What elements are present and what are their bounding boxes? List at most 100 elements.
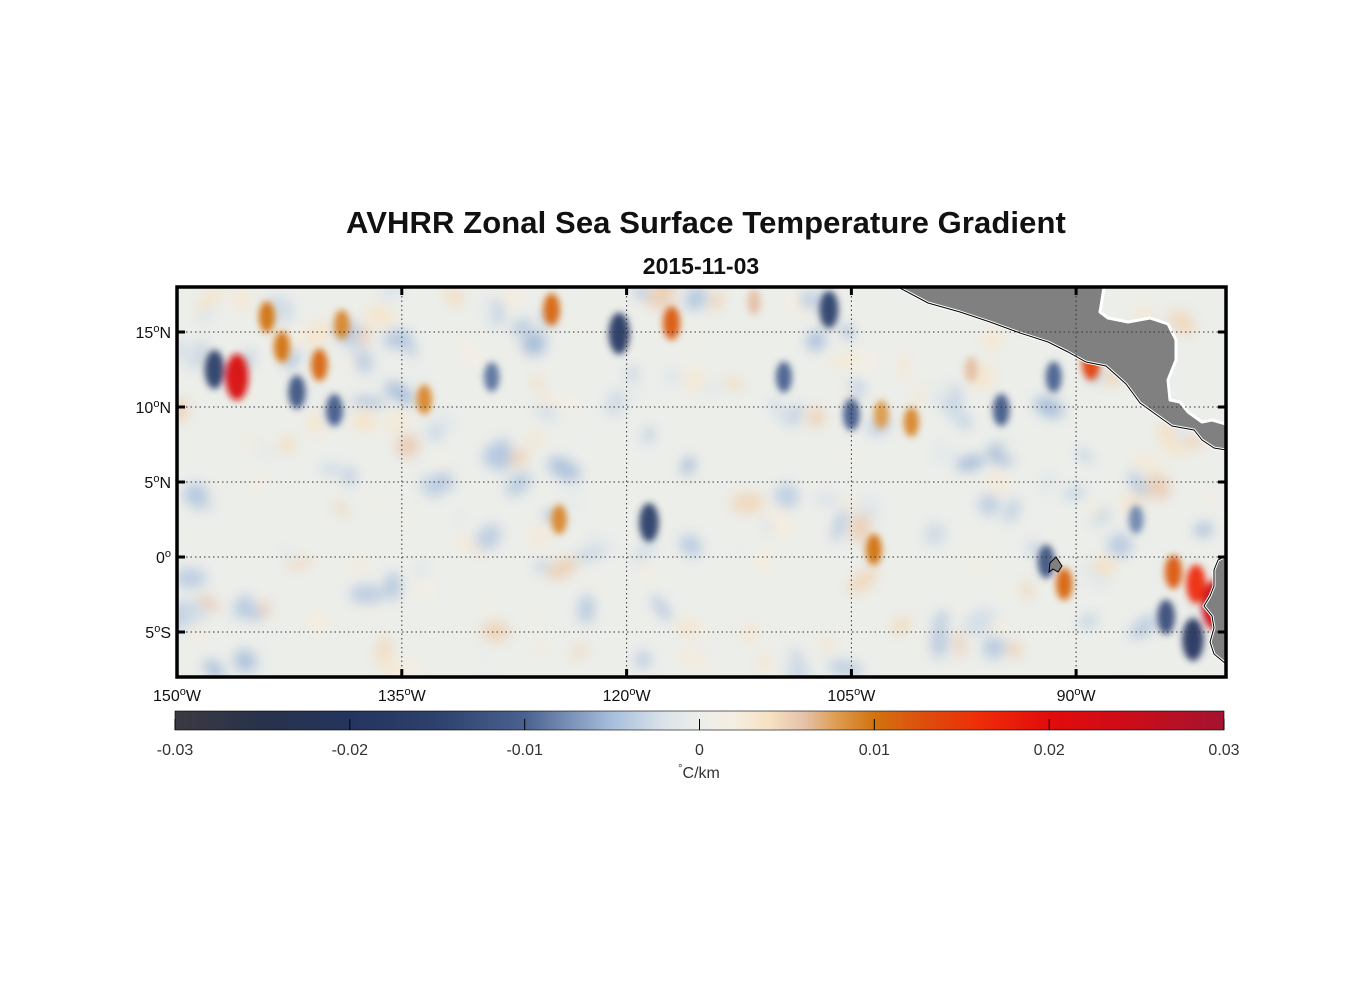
texture-blob bbox=[847, 568, 878, 595]
texture-blob bbox=[323, 474, 342, 487]
texture-blob bbox=[990, 617, 1005, 636]
orange-anomaly bbox=[258, 301, 275, 333]
blue-anomaly bbox=[639, 503, 659, 542]
texture-blob bbox=[981, 329, 1004, 351]
texture-blob bbox=[1027, 542, 1040, 554]
texture-blob bbox=[684, 287, 708, 311]
texture-blob bbox=[572, 313, 588, 329]
texture-blob bbox=[955, 629, 965, 659]
texture-blob bbox=[923, 522, 946, 546]
texture-blob bbox=[768, 398, 793, 426]
orange-anomaly bbox=[903, 407, 919, 437]
texture-blob bbox=[1075, 448, 1094, 463]
blue-anomaly bbox=[1157, 599, 1175, 635]
texture-blob bbox=[198, 594, 220, 612]
texture-blob bbox=[177, 398, 189, 422]
deg-direction: W bbox=[411, 688, 427, 705]
texture-blob bbox=[966, 547, 996, 577]
central-america-coast bbox=[897, 287, 1226, 451]
deg-value: 135 bbox=[378, 688, 405, 705]
texture-blob bbox=[709, 290, 724, 311]
texture-blob bbox=[1146, 537, 1155, 551]
texture-blob bbox=[978, 494, 1000, 516]
texture-blob bbox=[1003, 498, 1021, 523]
texture-blob bbox=[354, 349, 374, 374]
texture-blob bbox=[630, 538, 658, 564]
texture-blob bbox=[1020, 497, 1054, 523]
texture-blob bbox=[535, 403, 559, 421]
texture-blob bbox=[774, 483, 799, 510]
orange-anomaly bbox=[1055, 567, 1073, 601]
texture-blob bbox=[891, 616, 912, 635]
deg-value: 15 bbox=[136, 325, 154, 342]
texture-blob bbox=[447, 471, 466, 484]
texture-blob bbox=[982, 636, 1006, 659]
texture-blob bbox=[723, 377, 746, 390]
texture-blob bbox=[455, 534, 484, 558]
texture-blob bbox=[1194, 523, 1213, 537]
orange-anomaly bbox=[865, 534, 882, 565]
texture-blob bbox=[279, 549, 295, 561]
texture-blob bbox=[756, 544, 773, 575]
texture-blob bbox=[444, 287, 465, 306]
texture-blob bbox=[841, 496, 856, 510]
colorbar-units-text: C/km bbox=[683, 765, 720, 782]
texture-blob bbox=[681, 343, 695, 369]
texture-blob bbox=[1000, 582, 1015, 597]
texture-blob bbox=[534, 642, 546, 655]
texture-blob bbox=[577, 594, 596, 625]
texture-blob bbox=[986, 471, 1010, 495]
colorbar-tick-label: -0.03 bbox=[157, 742, 194, 759]
deg-symbol: o bbox=[154, 623, 160, 635]
deg-symbol: o bbox=[854, 686, 860, 698]
orange-anomaly bbox=[873, 400, 889, 429]
texture-blob bbox=[1088, 498, 1100, 523]
texture-blob bbox=[806, 330, 826, 351]
texture-blob bbox=[575, 547, 605, 562]
texture-blob bbox=[664, 368, 681, 386]
texture-blob bbox=[585, 534, 616, 553]
texture-blob bbox=[840, 324, 855, 340]
texture-blob bbox=[185, 599, 209, 626]
orange-anomaly bbox=[1186, 564, 1206, 604]
texture-blob bbox=[1128, 470, 1148, 499]
texture-blob bbox=[196, 287, 223, 312]
texture-blob bbox=[814, 492, 839, 507]
texture-blob bbox=[850, 512, 871, 543]
deg-direction: W bbox=[635, 688, 651, 705]
lat-label: 5oN bbox=[144, 473, 171, 492]
texture-blob bbox=[849, 378, 866, 398]
texture-blob bbox=[1146, 474, 1171, 500]
texture-blob bbox=[955, 455, 985, 471]
blue-anomaly bbox=[204, 350, 225, 389]
deg-symbol: o bbox=[405, 686, 411, 698]
texture-blob bbox=[365, 305, 396, 327]
texture-blob bbox=[320, 525, 338, 545]
texture-blob bbox=[1079, 615, 1098, 627]
longitude-labels: 150oW 135oW 120oW 105oW 90oW bbox=[153, 686, 1096, 705]
orange-anomaly bbox=[225, 353, 249, 401]
deg-direction: N bbox=[159, 325, 171, 342]
texture-blob bbox=[1092, 556, 1116, 576]
colorbar-tick-label: -0.01 bbox=[506, 742, 543, 759]
texture-blob bbox=[920, 589, 942, 604]
texture-blob bbox=[871, 381, 894, 394]
colorbar-tick-label: 0.03 bbox=[1208, 742, 1239, 759]
texture-blob bbox=[757, 323, 774, 341]
deg-value: 105 bbox=[827, 688, 854, 705]
colorbar-tick-labels: -0.03 -0.02 -0.01 0 0.01 0.02 0.03 bbox=[157, 742, 1240, 759]
texture-blob bbox=[399, 659, 424, 677]
texture-blob bbox=[303, 320, 333, 347]
map-subtitle: 2015-11-03 bbox=[642, 253, 760, 279]
deg-symbol: o bbox=[180, 686, 186, 698]
texture-blob bbox=[1062, 486, 1087, 499]
texture-blob bbox=[789, 403, 802, 427]
texture-blob bbox=[481, 621, 510, 642]
texture-blob bbox=[475, 524, 502, 551]
blue-anomaly bbox=[992, 393, 1010, 427]
texture-blob bbox=[919, 385, 956, 403]
texture-blob bbox=[511, 318, 532, 336]
texture-blob bbox=[191, 623, 208, 642]
texture-blob bbox=[526, 431, 544, 446]
texture-blob bbox=[538, 395, 553, 408]
